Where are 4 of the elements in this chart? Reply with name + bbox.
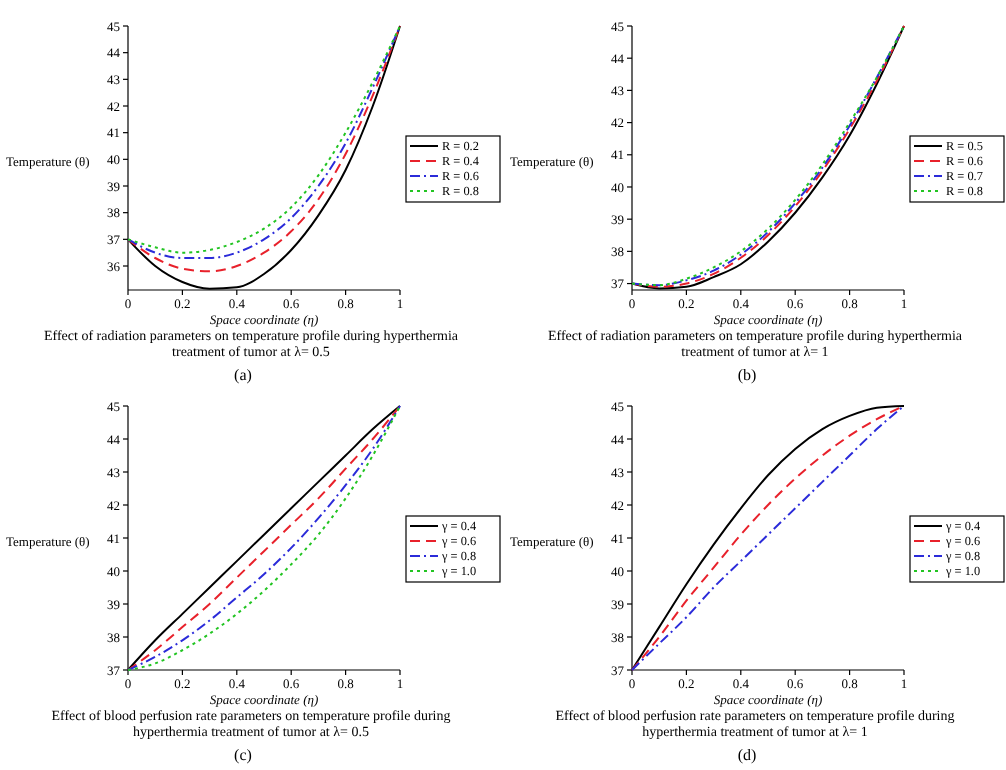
text: (b) [737, 366, 757, 384]
text: (a) [234, 366, 253, 384]
text: (c) [234, 746, 253, 764]
text: (d) [737, 746, 757, 764]
